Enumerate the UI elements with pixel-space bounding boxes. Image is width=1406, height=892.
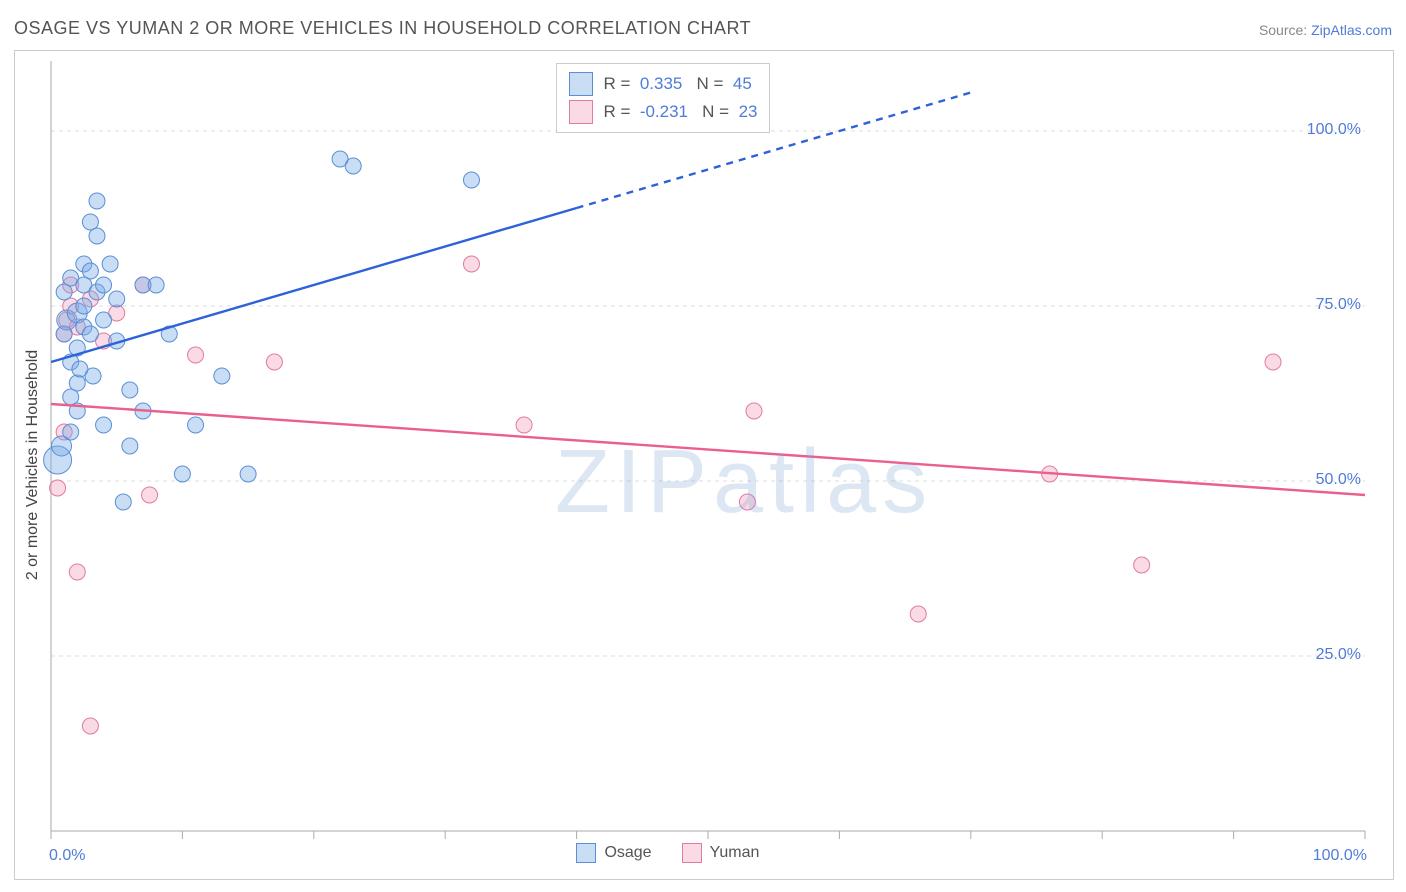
correlation-legend: R = 0.335 N = 45 R = -0.231 N = 23	[556, 63, 770, 133]
axis-tick-label: 0.0%	[49, 847, 85, 865]
source-attribution: Source: ZipAtlas.com	[1259, 22, 1392, 38]
legend-label: Yuman	[710, 844, 760, 862]
chart-area: 2 or more Vehicles in Household R = 0.33…	[14, 50, 1394, 880]
legend-label: Osage	[604, 844, 651, 862]
legend-item: Yuman	[682, 843, 760, 863]
axis-tick-label: 50.0%	[1316, 471, 1361, 489]
correlation-legend-text: R = -0.231 N = 23	[603, 102, 757, 122]
correlation-legend-text: R = 0.335 N = 45	[603, 74, 751, 94]
source-link[interactable]: ZipAtlas.com	[1311, 22, 1392, 38]
scatter-plot-svg	[15, 51, 1393, 879]
axis-tick-label: 25.0%	[1316, 646, 1361, 664]
axis-tick-label: 100.0%	[1313, 847, 1367, 865]
axis-tick-label: 100.0%	[1307, 121, 1361, 139]
series-legend: Osage Yuman	[576, 843, 759, 863]
legend-swatch	[569, 72, 593, 96]
correlation-legend-row: R = -0.231 N = 23	[569, 98, 757, 126]
correlation-legend-row: R = 0.335 N = 45	[569, 70, 757, 98]
source-prefix: Source:	[1259, 22, 1311, 38]
chart-title: OSAGE VS YUMAN 2 OR MORE VEHICLES IN HOU…	[14, 18, 751, 39]
legend-swatch	[569, 100, 593, 124]
legend-swatch	[682, 843, 702, 863]
legend-swatch	[576, 843, 596, 863]
legend-item: Osage	[576, 843, 651, 863]
axis-tick-label: 75.0%	[1316, 296, 1361, 314]
